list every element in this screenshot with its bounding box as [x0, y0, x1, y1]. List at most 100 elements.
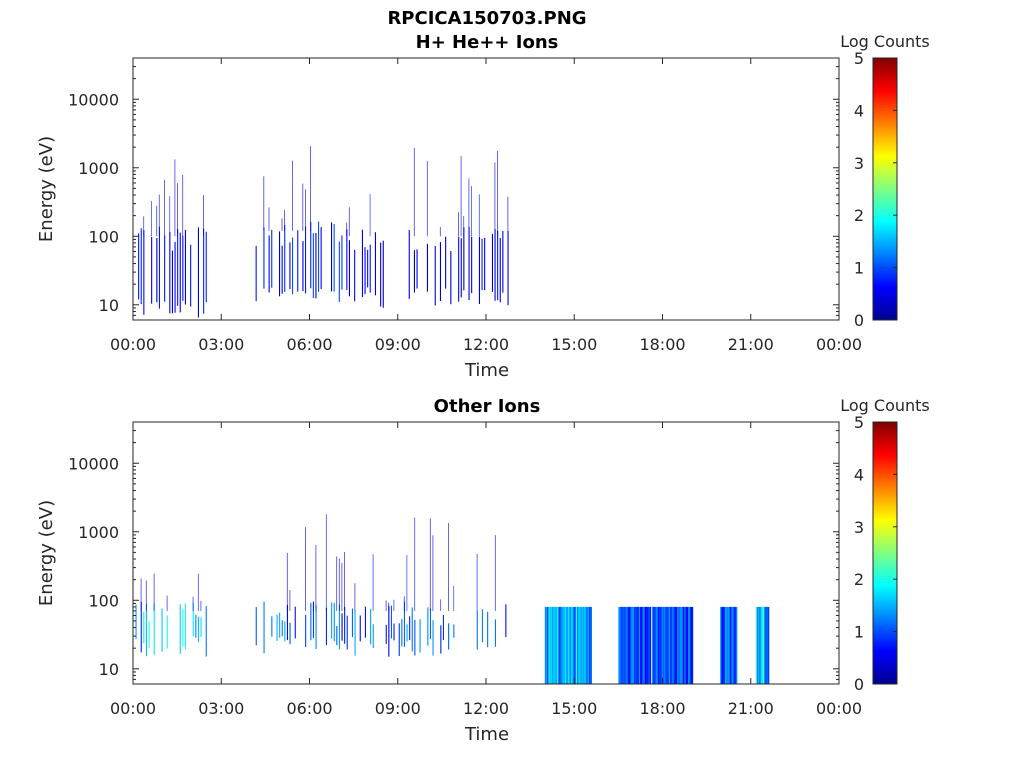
- spectrogram-streak: [460, 156, 462, 237]
- colorbar-tick-label: 5: [854, 49, 864, 68]
- spectrogram-streak: [192, 596, 194, 611]
- spectrogram-streak: [286, 604, 288, 641]
- colorbar: 0 1 2 3 4 5 Log Counts: [840, 32, 930, 330]
- y-axis: 10 100 1000 10000: [68, 421, 839, 685]
- spectrogram-streak: [200, 600, 202, 611]
- spectrogram-streak: [544, 606, 547, 684]
- spectrogram-streak: [478, 236, 480, 304]
- spectrogram-streak: [153, 603, 155, 655]
- spectrogram-streak: [426, 161, 428, 237]
- colorbar-tick-label: 4: [854, 101, 864, 120]
- spectrogram-streak: [665, 606, 667, 684]
- spectrogram-streak: [203, 228, 205, 314]
- spectrogram-streak: [481, 609, 483, 643]
- spectrogram-streak: [393, 599, 395, 611]
- spectrogram-streak: [432, 535, 434, 611]
- spectrogram-streak: [143, 216, 145, 237]
- spectrogram-streak: [626, 606, 629, 684]
- spectrogram-streak: [729, 606, 732, 684]
- spectrogram-streak: [382, 240, 384, 308]
- spectrogram-streak: [331, 222, 333, 292]
- spectrogram-streak: [315, 604, 317, 650]
- spectrogram-streak: [406, 554, 408, 611]
- spectrogram-streak: [184, 229, 186, 305]
- spectrogram-streak: [179, 232, 181, 313]
- panel-title: Other Ions: [434, 396, 541, 417]
- spectrogram-streak: [625, 606, 628, 684]
- spectrogram-streak: [286, 553, 288, 611]
- spectrogram-streak: [655, 606, 658, 684]
- spectrogram-streak: [255, 607, 257, 646]
- colorbar-tick-label: 2: [854, 206, 864, 225]
- spectrogram-streak: [734, 606, 737, 684]
- spectrogram-streak: [691, 606, 694, 684]
- spectrogram-streak: [662, 606, 665, 684]
- spectrogram-streak: [458, 212, 459, 237]
- spectrogram-streak: [372, 624, 374, 648]
- x-tick-label: 12:00: [463, 335, 509, 354]
- spectrogram-streak: [354, 583, 356, 611]
- x-tick-label: 15:00: [551, 335, 597, 354]
- spectrogram-streak: [559, 606, 561, 684]
- panel-title: H+ He++ Ions: [416, 32, 559, 53]
- spectrogram-streak: [448, 523, 449, 611]
- spectrogram-streak: [688, 606, 690, 684]
- spectrogram-streak: [722, 606, 725, 684]
- spectrogram-streak: [648, 606, 650, 684]
- plot-area-frame: [132, 57, 840, 321]
- spectrogram-streak: [689, 606, 691, 684]
- spectrogram-streak: [338, 241, 340, 302]
- spectrogram-streak: [320, 227, 322, 289]
- spectrogram-streak: [190, 244, 192, 307]
- spectrogram-streak: [453, 624, 455, 638]
- spectrogram-streak: [631, 606, 634, 684]
- spectrogram-streak: [169, 196, 171, 237]
- spectrogram-streak: [145, 580, 147, 611]
- spectrogram-streak: [284, 225, 286, 292]
- spectrogram-streak: [487, 611, 489, 648]
- spectrogram-streak: [555, 606, 558, 684]
- spectrogram-streak: [205, 606, 207, 657]
- spectrogram-streak: [668, 606, 671, 684]
- spectrogram-streak: [690, 606, 692, 684]
- spectrogram-streak: [364, 247, 366, 295]
- spectrogram-streak: [312, 233, 314, 298]
- spectrogram-streak: [380, 242, 382, 307]
- spectrogram-streak: [408, 230, 410, 299]
- spectrogram-streak: [652, 606, 654, 684]
- spectrogram-streak: [429, 608, 431, 640]
- spectrogram-streak: [628, 606, 630, 684]
- spectrogram-streak: [728, 606, 731, 684]
- spectrogram-streak: [546, 606, 548, 684]
- x-tick-label: 12:00: [463, 699, 509, 718]
- spectrogram-streak: [658, 606, 660, 684]
- spectrogram-streak: [166, 615, 168, 649]
- spectrogram-streak: [151, 237, 153, 304]
- spectrogram-streak: [174, 241, 176, 313]
- spectrogram-streak: [653, 606, 655, 684]
- spectrogram-streak: [680, 606, 683, 684]
- spectrogram-streak: [564, 606, 566, 684]
- spectrogram-streak: [174, 159, 176, 237]
- spectrogram-streak: [138, 233, 140, 300]
- spectrogram-streak: [683, 606, 685, 684]
- colorbar-tick-label: 1: [854, 259, 864, 278]
- spectrogram-streak: [549, 606, 552, 684]
- spectrogram-streak: [200, 617, 202, 637]
- spectrogram-streak: [646, 606, 648, 684]
- spectrogram-streak: [197, 227, 199, 318]
- spectrogram-streak: [442, 615, 444, 641]
- y-tick-label: 10: [99, 296, 119, 315]
- spectrogram-streak: [494, 535, 496, 611]
- spectrogram-streak: [429, 518, 431, 611]
- x-tick-label: 06:00: [286, 335, 332, 354]
- colorbar-tick-label: 3: [854, 154, 864, 173]
- spectrogram-streak: [281, 245, 283, 294]
- x-tick-label: 21:00: [728, 335, 774, 354]
- spectrogram-streak: [727, 606, 729, 684]
- spectrogram-streak: [279, 231, 281, 297]
- spectrogram-streak: [450, 251, 452, 305]
- spectrogram-streak: [673, 606, 676, 684]
- spectrogram-streak: [271, 616, 273, 637]
- spectrogram-streak: [184, 603, 186, 650]
